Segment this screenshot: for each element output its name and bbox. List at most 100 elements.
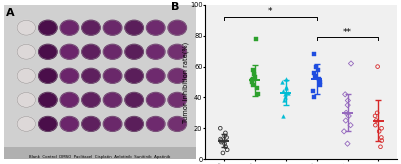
Circle shape [146,92,165,107]
Point [379,139,385,142]
Point [283,85,290,88]
Point [377,145,384,148]
Point [282,93,289,96]
Point [342,93,348,96]
Circle shape [125,117,143,131]
Circle shape [168,44,186,59]
Circle shape [103,92,122,107]
Point [223,136,230,139]
Point [252,38,259,40]
Point [372,115,378,117]
Circle shape [38,92,57,107]
Point [347,124,354,126]
Point [372,124,379,126]
Circle shape [17,20,36,35]
Point [344,99,351,102]
Point [343,112,349,114]
Point [317,81,323,83]
Circle shape [168,92,186,107]
Circle shape [38,20,57,35]
Point [217,127,223,130]
Circle shape [17,117,36,131]
Point [310,90,316,92]
Circle shape [125,44,143,59]
Point [251,73,257,76]
Point [283,78,290,80]
Point [222,132,229,134]
Circle shape [146,20,165,35]
Circle shape [82,20,100,35]
Circle shape [60,92,79,107]
Point [281,99,288,102]
Point [252,76,258,79]
Point [313,65,319,68]
Point [250,68,256,71]
Point [249,84,256,86]
Point [348,62,354,65]
Circle shape [82,92,100,107]
Point [341,130,347,133]
Point [283,87,289,90]
Circle shape [146,117,165,131]
Point [378,136,385,139]
Point [218,139,225,142]
Point [279,81,286,83]
Circle shape [82,68,100,83]
Point [379,127,385,130]
Point [310,72,317,74]
Circle shape [168,117,186,131]
Circle shape [103,117,122,131]
Y-axis label: Tumor inhibition rate(%): Tumor inhibition rate(%) [182,41,188,123]
Point [344,104,351,106]
Point [254,87,260,90]
Point [311,53,317,56]
Circle shape [168,20,186,35]
Point [221,142,228,145]
Text: A: A [6,8,14,18]
Point [249,79,255,82]
Point [373,119,379,122]
Point [374,112,381,114]
Point [280,90,287,92]
Circle shape [125,92,143,107]
Point [315,68,321,71]
Circle shape [38,117,57,131]
Point [312,74,318,77]
Circle shape [103,20,122,35]
Point [316,78,322,80]
Circle shape [60,44,79,59]
Circle shape [17,68,36,83]
Text: B: B [171,2,179,12]
Point [250,78,257,80]
Circle shape [60,117,79,131]
Point [346,115,352,117]
Circle shape [17,92,36,107]
Circle shape [103,44,122,59]
Circle shape [168,68,186,83]
Circle shape [60,68,79,83]
Circle shape [60,20,79,35]
Point [217,138,224,140]
Point [249,81,255,83]
Circle shape [146,68,165,83]
Text: *: * [268,8,272,17]
Point [224,149,231,151]
Point [317,84,323,86]
Circle shape [38,44,57,59]
Circle shape [38,68,57,83]
Point [376,130,383,133]
Point [285,92,291,94]
Point [255,93,261,96]
Point [282,96,288,99]
Circle shape [146,44,165,59]
Point [223,145,229,148]
Point [221,135,228,137]
Point [375,65,381,68]
Circle shape [125,20,143,35]
Circle shape [82,117,100,131]
Circle shape [125,68,143,83]
Point [342,119,349,122]
Point [280,115,286,117]
Circle shape [17,44,36,59]
Point [344,142,351,145]
